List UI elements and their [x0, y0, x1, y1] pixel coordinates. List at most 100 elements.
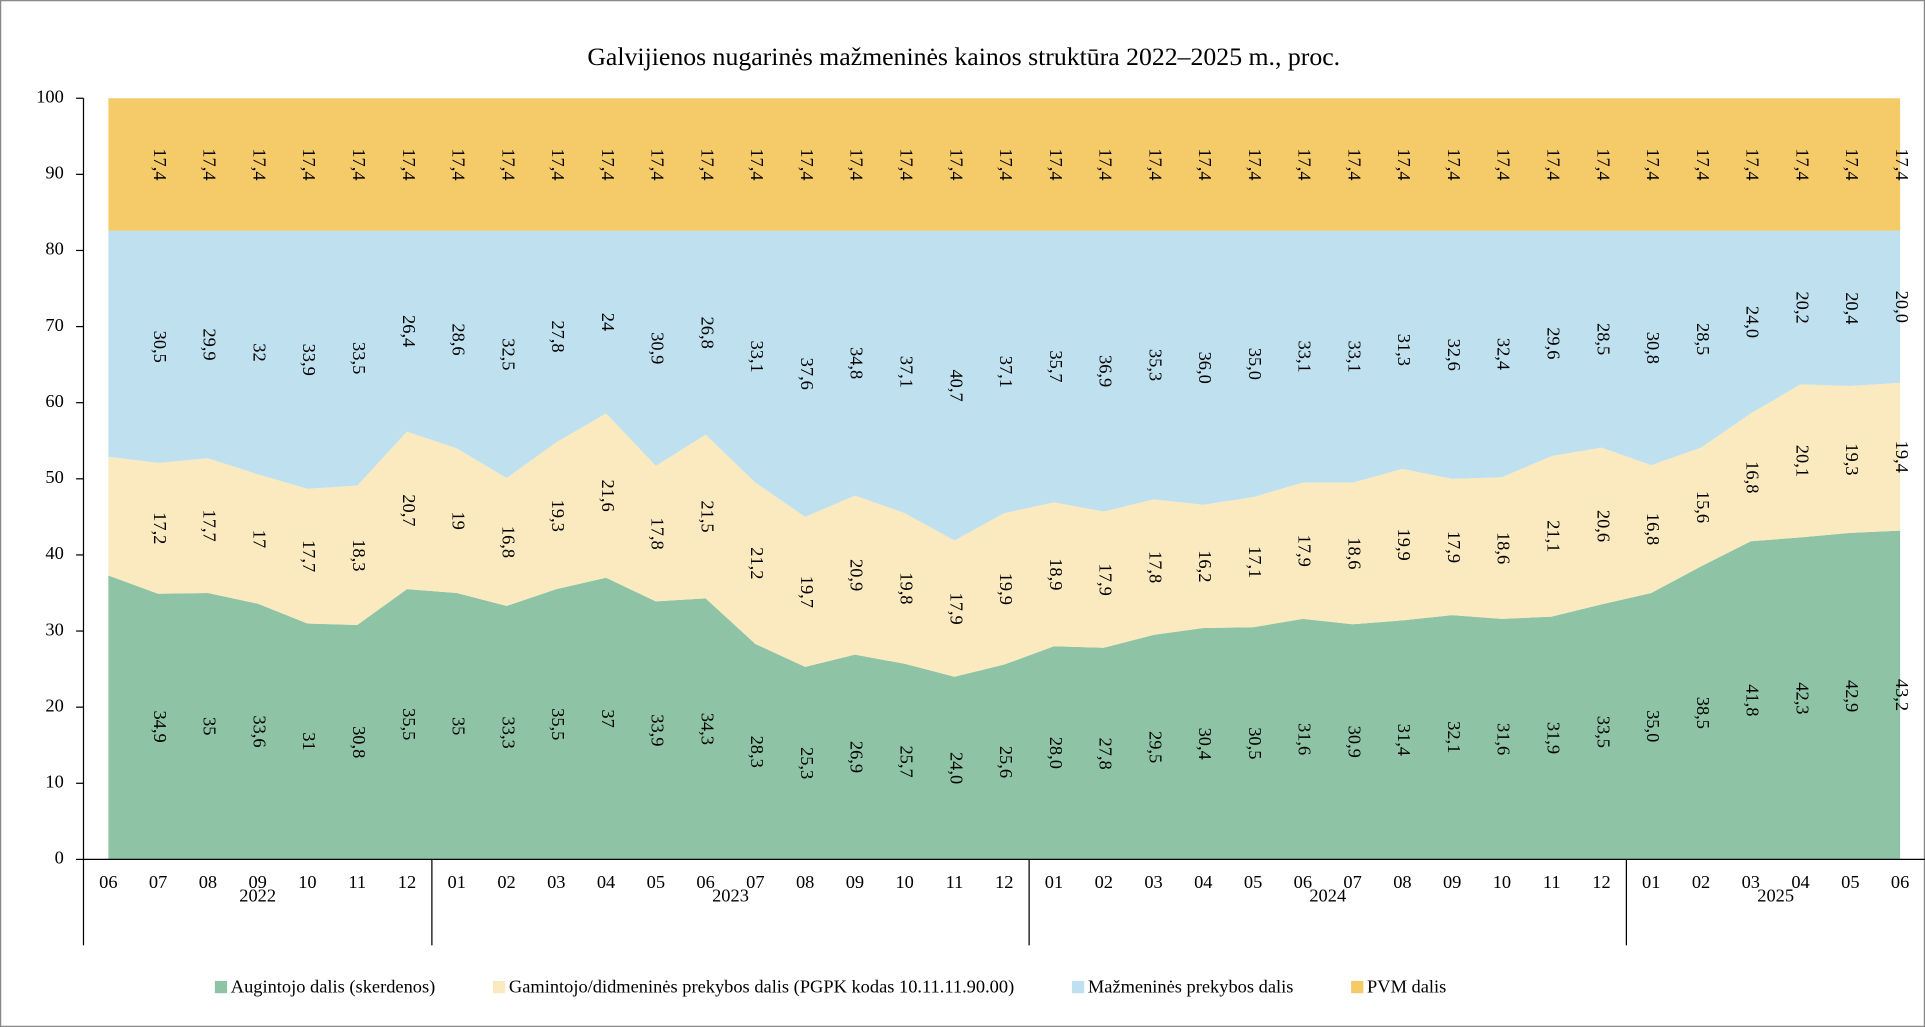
data-label: 17,4: [1344, 148, 1364, 180]
data-label: 16,8: [1643, 513, 1663, 545]
x-tick-label: 05: [647, 872, 665, 892]
data-label: 17,4: [797, 148, 817, 180]
data-label: 21,2: [747, 547, 767, 579]
data-label: 17,4: [1544, 148, 1564, 180]
data-label: 26,8: [697, 317, 717, 349]
data-label: 17,4: [449, 148, 469, 180]
x-group-label: 2022: [239, 886, 276, 906]
data-label: 20,7: [399, 494, 419, 526]
x-tick-label: 12: [398, 872, 416, 892]
chart-title: Galvijienos nugarinės mažmeninės kainos …: [587, 42, 1340, 71]
data-label: 33,1: [747, 341, 767, 373]
data-label: 30,4: [1195, 728, 1215, 760]
data-label: 19: [449, 511, 469, 529]
data-label: 21,6: [598, 479, 618, 511]
x-tick-label: 08: [1393, 872, 1411, 892]
data-label: 17,4: [349, 148, 369, 180]
data-label: 37,6: [797, 358, 817, 390]
data-label: 29,9: [200, 328, 220, 360]
data-label: 17,8: [648, 518, 668, 550]
legend-swatch: [1351, 980, 1364, 994]
y-tick-label: 70: [45, 315, 63, 335]
data-label: 17,4: [747, 148, 767, 180]
data-label: 32: [249, 343, 269, 361]
data-label: 37,1: [896, 356, 916, 388]
data-label: 17,4: [1892, 148, 1912, 180]
data-label: 25,6: [996, 746, 1016, 778]
data-label: 17,4: [697, 148, 717, 180]
data-label: 16,8: [498, 526, 518, 558]
legend-label: Mažmeninės prekybos dalis: [1088, 977, 1294, 997]
data-label: 30,9: [1344, 726, 1364, 758]
data-label: 35,5: [548, 708, 568, 740]
legend-swatch: [214, 980, 228, 994]
data-label: 17,4: [1593, 148, 1613, 180]
data-label: 27,8: [548, 320, 568, 352]
data-label: 31,9: [1544, 722, 1564, 754]
data-label: 17,4: [648, 148, 668, 180]
data-label: 35,5: [399, 708, 419, 740]
x-tick-label: 06: [1294, 872, 1312, 892]
data-label: 19,8: [896, 572, 916, 604]
y-tick-label: 20: [45, 695, 63, 715]
data-label: 32,1: [1444, 721, 1464, 753]
data-label: 35: [200, 717, 220, 735]
data-label: 31,3: [1394, 334, 1414, 366]
data-label: 33,1: [1344, 341, 1364, 373]
x-group-label: 2023: [712, 886, 749, 906]
data-label: 40,7: [946, 369, 966, 401]
y-tick-label: 60: [45, 391, 63, 411]
y-tick-label: 30: [45, 619, 63, 639]
data-label: 17,4: [1096, 148, 1116, 180]
x-tick-label: 09: [1443, 872, 1461, 892]
x-tick-label: 05: [1244, 872, 1262, 892]
x-tick-label: 06: [696, 872, 714, 892]
data-label: 17,4: [1792, 148, 1812, 180]
data-label: 29,6: [1544, 327, 1564, 359]
x-group-label: 2024: [1309, 886, 1346, 906]
data-label: 33,5: [1593, 716, 1613, 748]
data-label: 17,1: [1245, 546, 1265, 578]
data-label: 28,5: [1693, 323, 1713, 355]
y-tick-label: 50: [45, 467, 63, 487]
x-tick-label: 07: [746, 872, 764, 892]
data-label: 20,0: [1892, 291, 1912, 323]
data-label: 42,9: [1842, 680, 1862, 712]
data-label: 17,9: [946, 592, 966, 624]
data-label: 28,5: [1593, 323, 1613, 355]
y-tick-label: 100: [36, 86, 64, 106]
data-label: 30,5: [1245, 727, 1265, 759]
data-label: 17,4: [200, 148, 220, 180]
data-label: 18,6: [1344, 537, 1364, 569]
data-label: 18,9: [1046, 558, 1066, 590]
data-label: 32,6: [1444, 339, 1464, 371]
data-label: 29,5: [1145, 731, 1165, 763]
x-tick-label: 09: [248, 872, 266, 892]
data-label: 35,7: [1046, 350, 1066, 382]
data-label: 17,4: [946, 148, 966, 180]
data-label: 30,8: [1643, 332, 1663, 364]
data-label: 17,4: [1145, 148, 1165, 180]
data-label: 33,9: [648, 714, 668, 746]
data-label: 17,9: [1444, 531, 1464, 563]
x-tick-label: 05: [1841, 872, 1859, 892]
data-label: 36,0: [1195, 352, 1215, 384]
area: [108, 530, 1901, 860]
data-label: 17,4: [1743, 148, 1763, 180]
data-label: 20,6: [1593, 510, 1613, 542]
data-label: 18,3: [349, 539, 369, 571]
x-tick-label: 11: [1543, 872, 1561, 892]
data-label: 41,8: [1743, 684, 1763, 716]
data-label: 36,9: [1096, 355, 1116, 387]
x-tick-label: 08: [796, 872, 814, 892]
data-label: 19,7: [797, 576, 817, 608]
x-tick-label: 12: [995, 872, 1013, 892]
data-label: 17,4: [498, 148, 518, 180]
x-tick-label: 02: [1095, 872, 1113, 892]
data-label: 19,3: [548, 500, 568, 532]
data-label: 17,4: [1245, 148, 1265, 180]
y-tick-label: 40: [45, 543, 63, 563]
data-label: 16,2: [1195, 550, 1215, 582]
legend-swatch: [1071, 980, 1085, 994]
x-tick-label: 02: [497, 872, 515, 892]
